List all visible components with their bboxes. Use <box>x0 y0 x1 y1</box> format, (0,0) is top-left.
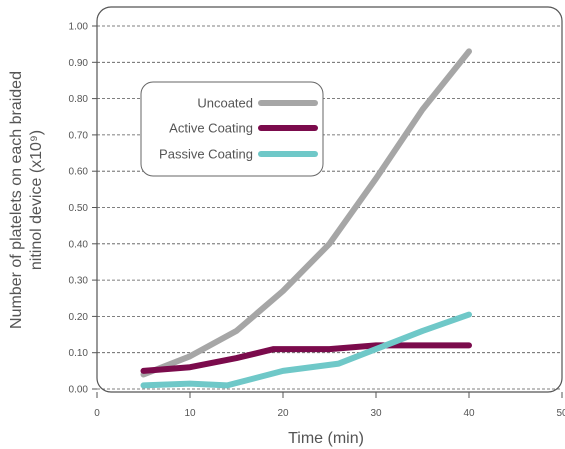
y-tick-label: 1.00 <box>69 22 89 33</box>
plot-frame <box>96 6 563 393</box>
y-tick-label: 0.60 <box>69 167 89 178</box>
x-axis-ticks: 0 10 20 30 40 50 <box>94 392 565 419</box>
x-tick-label: 40 <box>463 408 475 419</box>
y-tick-label: 0.70 <box>69 130 89 141</box>
legend-label: Passive Coating <box>159 147 253 162</box>
series-lines <box>140 48 472 389</box>
y-tick-label: 0.90 <box>69 58 89 69</box>
y-tick-label: 0.50 <box>69 203 89 214</box>
series-line-uncoated <box>140 48 472 378</box>
series-line-active-coating <box>140 342 472 374</box>
y-axis-title-line2: nitinol device (x10⁹) <box>28 130 45 270</box>
y-tick-label: 0.80 <box>69 94 89 105</box>
x-tick-label: 0 <box>94 408 100 419</box>
legend-label: Active Coating <box>169 121 253 136</box>
y-tick-label: 0.30 <box>69 276 89 287</box>
y-tick-label: 0.10 <box>69 348 89 359</box>
x-axis-title: Time (min) <box>288 430 364 447</box>
y-tick-label: 0.00 <box>69 385 89 396</box>
x-tick-label: 30 <box>370 408 382 419</box>
y-axis-ticks: 0.00 0.10 0.20 0.30 0.40 0.50 0.60 0.70 0.80 0.90… <box>69 22 97 396</box>
x-tick-label: 50 <box>556 408 565 419</box>
legend: Uncoated Active Coating Passive Coating <box>140 81 324 177</box>
y-tick-label: 0.20 <box>69 312 89 323</box>
y-axis-title-line1: Number of platelets on each braided <box>8 71 25 329</box>
legend-label: Uncoated <box>197 96 253 111</box>
y-tick-label: 0.40 <box>69 239 89 250</box>
x-tick-label: 10 <box>184 408 196 419</box>
x-tick-label: 20 <box>277 408 289 419</box>
series-line-passive-coating <box>140 311 472 389</box>
